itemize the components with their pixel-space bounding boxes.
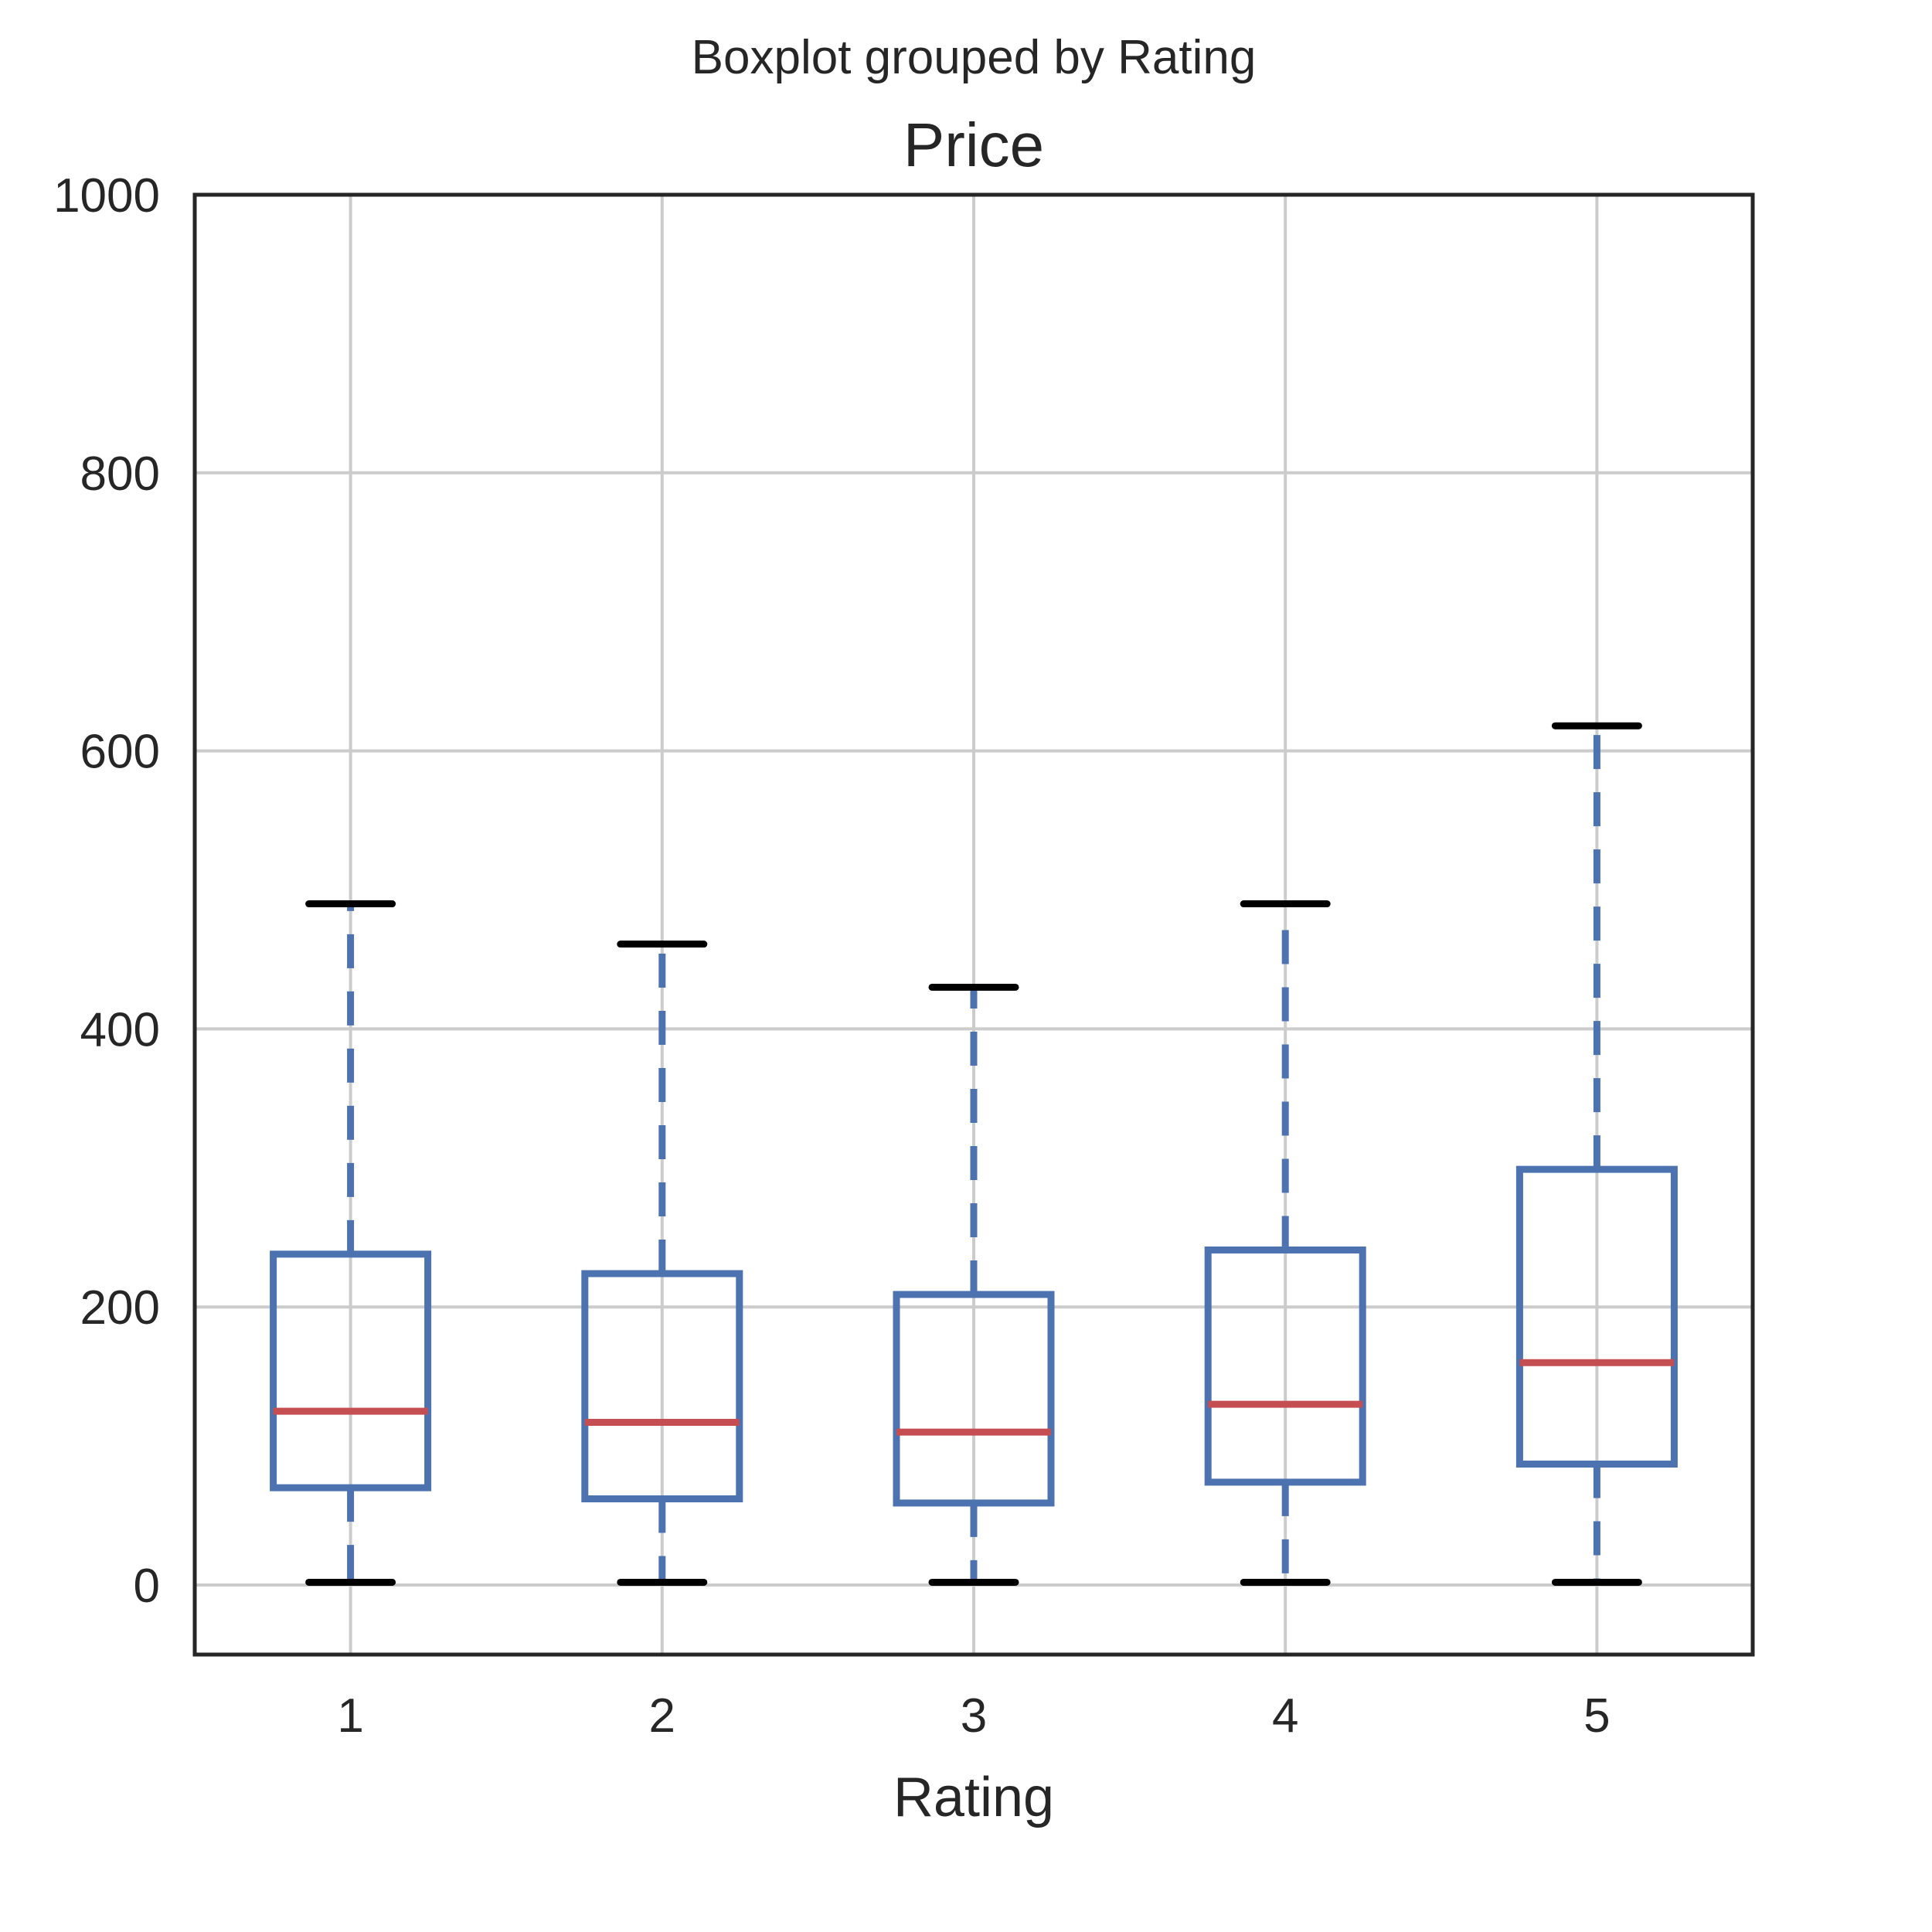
y-tick-label: 1000 — [53, 169, 160, 223]
y-tick-label: 400 — [80, 1003, 160, 1056]
box-group — [1204, 900, 1366, 1586]
box-group — [893, 983, 1055, 1586]
box-group — [270, 900, 432, 1586]
box-body — [270, 1250, 432, 1492]
y-tick-label: 800 — [80, 447, 160, 501]
y-axis-ticks: 0 200 400 600 800 1000 — [53, 169, 160, 1613]
y-tick-label: 600 — [80, 726, 160, 779]
x-tick-label: 2 — [649, 1689, 675, 1743]
y-tick-label: 200 — [80, 1281, 160, 1335]
x-axis-label: Rating — [893, 1767, 1054, 1828]
y-tick-label: 0 — [134, 1560, 160, 1613]
box-group — [581, 940, 743, 1586]
plot-frame — [192, 192, 1755, 1657]
box-body — [893, 1291, 1055, 1507]
box-body — [1515, 1165, 1678, 1468]
chart-title: Price — [903, 111, 1044, 179]
box-body — [581, 1270, 743, 1503]
box-body — [1204, 1246, 1366, 1486]
x-tick-label: 1 — [337, 1689, 363, 1743]
x-tick-label: 4 — [1272, 1689, 1298, 1743]
x-tick-label: 3 — [961, 1689, 987, 1743]
box-group — [1515, 722, 1678, 1586]
box-series — [270, 722, 1678, 1586]
chart-suptitle: Boxplot grouped by Rating — [692, 31, 1257, 84]
x-tick-label: 5 — [1583, 1689, 1610, 1743]
x-axis-ticks: 1 2 3 4 5 — [337, 1689, 1610, 1743]
